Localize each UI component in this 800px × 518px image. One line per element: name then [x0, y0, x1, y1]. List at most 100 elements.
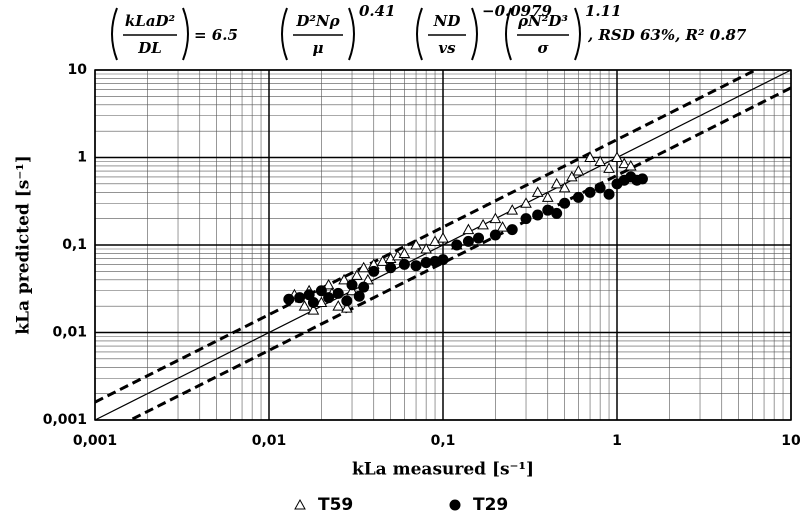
- x-tick-label: 10: [781, 433, 800, 449]
- y-tick-label: 10: [68, 62, 88, 78]
- data-point: [341, 295, 353, 307]
- paren: [348, 7, 355, 61]
- data-point: [636, 173, 648, 185]
- data-point: [618, 157, 631, 169]
- data-point: [332, 287, 344, 299]
- eq-stats: , RSD 63%, R² 0.87: [587, 26, 747, 44]
- data-point: [559, 197, 571, 209]
- legend-label: T29: [473, 495, 508, 515]
- plot-frame: [94, 69, 792, 421]
- y-tick-label: 1: [77, 150, 87, 166]
- data-point: [323, 292, 335, 304]
- data-point: [551, 207, 563, 219]
- paren: [574, 7, 581, 61]
- x-axis-label: kLa measured [s⁻¹]: [352, 460, 534, 480]
- reference-line: [127, 86, 791, 420]
- data-point: [315, 285, 327, 297]
- data-point: [437, 254, 449, 266]
- eq-numerator: kLaD²: [125, 12, 176, 30]
- paren: [111, 7, 118, 61]
- eq-denominator: σ: [537, 39, 549, 57]
- data-point: [462, 235, 474, 247]
- reference-line: [95, 70, 759, 404]
- data-point: [541, 191, 554, 202]
- data-point: [506, 224, 518, 236]
- x-tick-label: 0,001: [73, 433, 117, 449]
- data-point: [368, 265, 380, 277]
- x-tick-label: 0,01: [252, 433, 287, 449]
- data-point: [584, 186, 596, 198]
- data-point: [572, 191, 584, 203]
- data-point: [346, 279, 358, 291]
- data-point: [410, 238, 422, 250]
- data-point: [307, 297, 319, 309]
- data-point: [351, 269, 363, 280]
- data-point: [496, 221, 509, 232]
- data-point: [357, 261, 370, 273]
- data-point: [489, 212, 502, 224]
- data-point: [353, 290, 365, 302]
- data-point: [520, 197, 532, 208]
- data-point: [489, 229, 501, 241]
- data-point: [376, 255, 389, 266]
- data-point: [532, 209, 544, 221]
- paren: [505, 7, 512, 61]
- data-point: [385, 262, 397, 274]
- data-point: [506, 204, 519, 215]
- data-point: [565, 170, 578, 182]
- data-point: [358, 281, 370, 293]
- eq-coef: = 6.5: [194, 26, 238, 44]
- data-point: [410, 260, 422, 272]
- eq-denominator: vs: [438, 39, 456, 57]
- data-point: [594, 155, 606, 167]
- data-point: [332, 300, 345, 311]
- data-point: [307, 304, 320, 315]
- data-point: [420, 242, 432, 254]
- data-point: [451, 239, 463, 251]
- y-axis-label: kLa predicted [s⁻¹]: [14, 155, 34, 335]
- eq-numerator: D²Nρ: [295, 12, 340, 30]
- data-point: [550, 177, 563, 189]
- legend-marker: [449, 499, 461, 511]
- legend-marker: [294, 498, 306, 510]
- reference-line: [95, 70, 791, 420]
- paren: [471, 7, 478, 61]
- data-point: [603, 162, 615, 173]
- eq-exponent: −0.0979: [482, 2, 553, 20]
- data-point: [298, 300, 311, 311]
- data-point: [584, 151, 596, 162]
- data-point: [398, 247, 411, 258]
- data-point: [611, 151, 623, 162]
- x-tick-label: 1: [612, 433, 622, 449]
- y-tick-label: 0,01: [52, 325, 87, 341]
- data-point: [624, 159, 637, 171]
- eq-numerator: ND: [433, 12, 461, 30]
- eq-denominator: DL: [137, 39, 162, 57]
- data-point: [338, 273, 350, 285]
- y-tick-label: 0,1: [62, 237, 87, 253]
- legend-label: T59: [318, 495, 353, 515]
- data-point: [340, 302, 353, 313]
- x-tick-label: 0,1: [431, 433, 456, 449]
- data-point: [531, 186, 544, 197]
- data-point: [420, 257, 432, 269]
- data-point: [429, 235, 441, 246]
- eq-exponent: 1.11: [585, 2, 622, 20]
- eq-exponent: 0.41: [359, 2, 396, 20]
- data-point: [603, 188, 615, 200]
- data-point: [294, 292, 306, 304]
- data-point: [462, 223, 475, 235]
- paren: [416, 7, 423, 61]
- y-tick-label: 0,001: [43, 412, 87, 428]
- data-point: [473, 232, 485, 244]
- paren: [182, 7, 189, 61]
- data-point: [437, 232, 449, 243]
- eq-denominator: μ: [313, 39, 324, 57]
- data-point: [398, 258, 410, 270]
- data-point: [283, 293, 295, 305]
- data-point: [594, 182, 606, 194]
- data-point: [572, 165, 585, 176]
- data-point: [477, 218, 489, 230]
- data-point: [520, 213, 532, 225]
